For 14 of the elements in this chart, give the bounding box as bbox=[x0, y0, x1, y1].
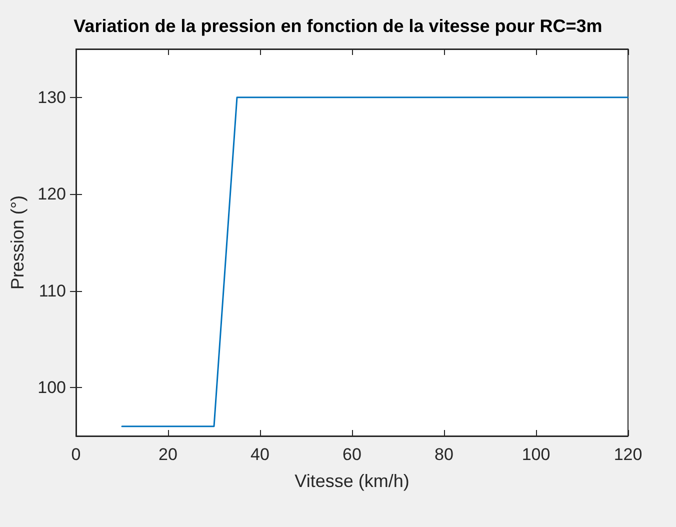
y-axis-title: Pression (°) bbox=[8, 195, 28, 290]
chart-title: Variation de la pression en fonction de la vitesse pour RC=3m bbox=[74, 16, 602, 36]
x-tick-label: 0 bbox=[71, 445, 81, 464]
x-tick-label: 60 bbox=[342, 445, 362, 464]
y-tick-label: 130 bbox=[38, 88, 66, 107]
x-tick-label: 20 bbox=[158, 445, 178, 464]
x-axis-title: Vitesse (km/h) bbox=[294, 471, 410, 491]
x-tick-label: 100 bbox=[522, 445, 550, 464]
x-tick-label: 80 bbox=[434, 445, 454, 464]
y-tick-label: 110 bbox=[38, 281, 66, 300]
y-tick-label: 100 bbox=[38, 378, 66, 398]
y-tick-label: 120 bbox=[38, 184, 66, 204]
x-tick-label: 40 bbox=[250, 445, 270, 464]
x-tick-label: 120 bbox=[614, 445, 642, 464]
